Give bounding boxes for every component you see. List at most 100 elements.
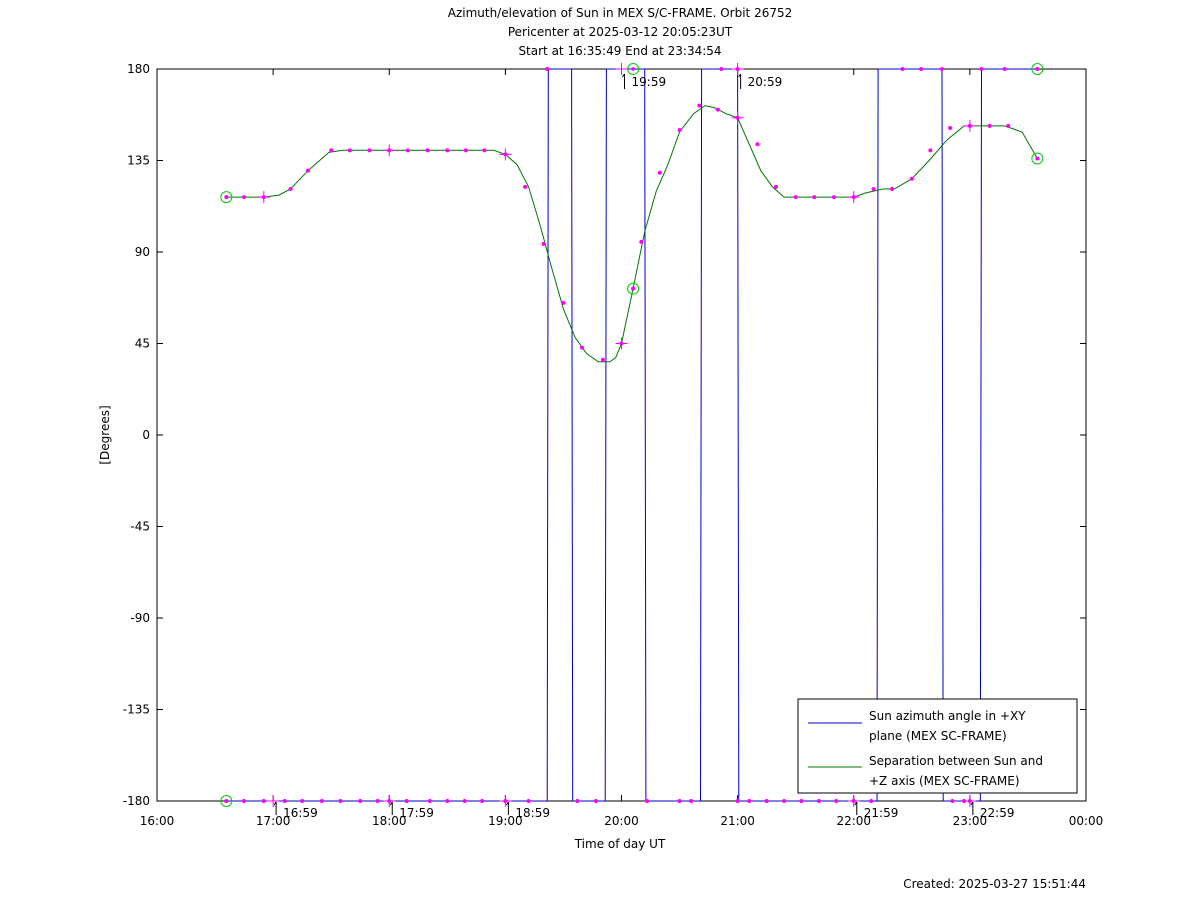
hour-cross-marker <box>963 795 976 807</box>
data-point <box>367 148 372 153</box>
y-axis: -180 -135 -90 -45 0 45 90 135 180 <box>123 62 1086 808</box>
time-marker-arrow <box>389 801 393 806</box>
time-marker-arrow <box>854 801 858 806</box>
event-circle-center <box>631 67 635 71</box>
data-point <box>358 799 363 803</box>
hour-cross-marker <box>731 63 744 75</box>
data-point <box>747 799 752 803</box>
data-point <box>735 799 740 803</box>
data-point <box>300 799 305 803</box>
legend: Sun azimuth angle in +XY plane (MEX SC-F… <box>797 698 1078 794</box>
data-point <box>928 148 933 153</box>
time-marker-arrow <box>970 801 974 806</box>
data-point <box>427 799 432 803</box>
legend-box <box>797 698 1078 794</box>
data-point <box>719 67 724 71</box>
data-point <box>541 241 546 246</box>
time-marker-label: 18:59 <box>515 806 550 820</box>
hour-cross-marker <box>963 119 976 132</box>
data-point <box>445 799 450 803</box>
data-point <box>347 148 352 153</box>
hour-cross-marker <box>499 795 512 807</box>
event-circle-center <box>631 286 635 291</box>
data-point <box>375 799 380 803</box>
legend-label-azimuth-line-1: Sun azimuth angle in +XY <box>869 709 1026 723</box>
time-marker-arrow <box>622 73 625 78</box>
time-marker-arrow <box>738 73 742 78</box>
time-marker: 22:59 <box>970 801 1014 820</box>
data-point <box>575 799 580 803</box>
time-marker-label: 19:59 <box>632 75 667 89</box>
x-tick-label: 23:00 <box>953 814 988 828</box>
legend-label-azimuth-line-2: plane (MEX SC-FRAME) <box>869 729 1007 743</box>
data-point <box>288 186 293 191</box>
event-circle-marker <box>1031 63 1044 75</box>
series-layer <box>226 68 1038 802</box>
created-timestamp: Created: 2025-03-27 15:51:44 <box>903 877 1086 891</box>
time-marker-label: 20:59 <box>748 75 783 89</box>
hour-cross-marker <box>615 337 628 350</box>
data-point <box>832 195 837 200</box>
event-circle-marker <box>627 282 640 295</box>
hour-cross-marker <box>267 795 280 807</box>
data-point <box>523 184 528 189</box>
data-point <box>639 239 644 244</box>
hour-cross-marker <box>615 63 628 75</box>
x-tick-label: 00:00 <box>1069 814 1104 828</box>
time-marker: 17:59 <box>389 801 434 820</box>
chart-title-line-1: Azimuth/elevation of Sun in MEX S/C-FRAM… <box>448 6 793 20</box>
y-tick-label: -180 <box>123 794 150 808</box>
data-point <box>462 799 467 803</box>
plot-frame <box>156 68 1087 802</box>
series-line-separation <box>226 105 1038 363</box>
y-axis-label: [Degrees] <box>98 405 112 464</box>
time-marker-label: 16:59 <box>283 806 318 820</box>
data-point <box>677 128 682 132</box>
data-point <box>948 125 953 130</box>
x-tick-label: 16:00 <box>140 814 175 828</box>
data-point <box>425 148 430 153</box>
data-point <box>261 799 266 803</box>
event-circle-marker <box>1031 152 1044 165</box>
data-point <box>561 300 566 305</box>
data-point <box>282 799 287 803</box>
hour-cross-marker <box>499 148 512 161</box>
x-tick-label: 21:00 <box>720 814 755 828</box>
time-marker-arrow <box>273 801 277 806</box>
data-point <box>526 799 531 803</box>
data-point <box>404 799 409 803</box>
data-point <box>689 799 694 803</box>
data-point <box>305 168 310 173</box>
data-point <box>480 799 485 803</box>
data-point <box>580 345 585 350</box>
time-marker: 20:59 <box>738 73 783 89</box>
data-point <box>600 357 605 362</box>
x-tick-label: 22:00 <box>836 814 871 828</box>
data-point <box>782 799 787 803</box>
event-circle-center <box>1035 67 1040 71</box>
y-tick-label: -90 <box>130 611 150 625</box>
data-point <box>645 799 650 803</box>
data-point <box>793 195 798 200</box>
x-tick-label: 20:00 <box>604 814 639 828</box>
x-tick-label: 17:00 <box>256 814 291 828</box>
y-tick-label: -45 <box>130 520 150 534</box>
event-circle-marker <box>220 191 233 204</box>
y-tick-label: 90 <box>135 245 150 259</box>
hour-cross-marker <box>257 191 270 204</box>
legend-label-separation-line-2: +Z axis (MEX SC-FRAME) <box>869 774 1020 788</box>
data-point <box>445 148 450 153</box>
data-point <box>677 799 682 803</box>
data-point <box>979 67 984 71</box>
data-point <box>482 148 487 153</box>
data-point <box>909 176 914 181</box>
data-point <box>319 799 324 803</box>
hour-cross-marker <box>847 191 860 204</box>
data-point <box>715 107 720 112</box>
event-circle-marker <box>627 63 640 75</box>
hour-cross-marker <box>847 795 860 807</box>
data-point <box>900 67 905 71</box>
data-point <box>1006 123 1011 128</box>
hour-cross-marker <box>383 795 396 807</box>
time-marker: 16:59 <box>273 801 318 820</box>
